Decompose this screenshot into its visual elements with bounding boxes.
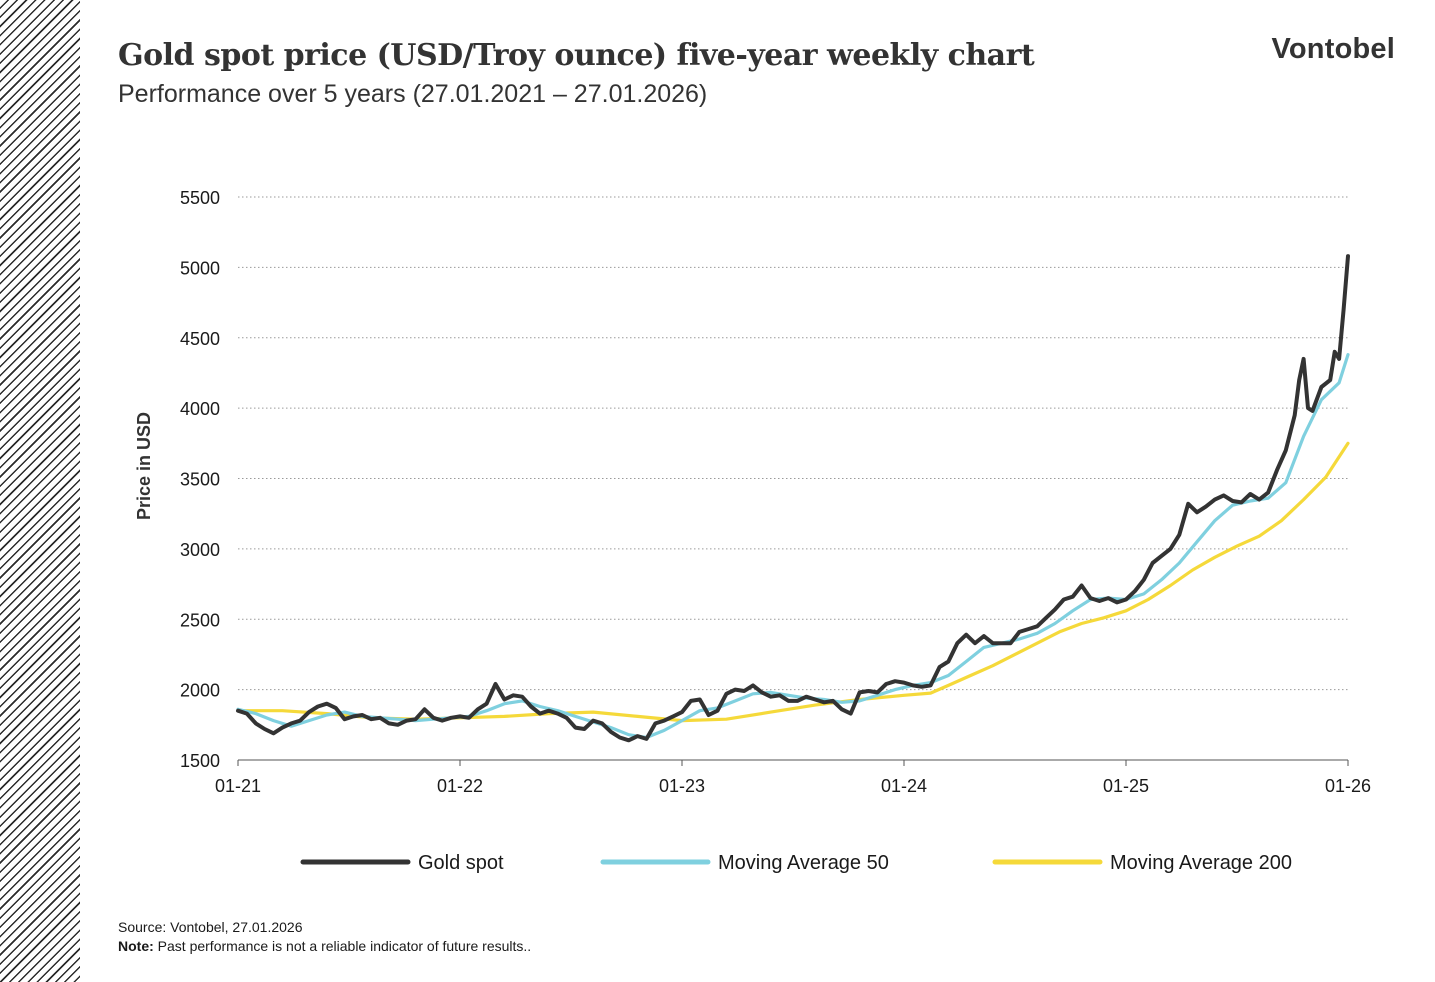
legend-label: Moving Average 50 [718, 852, 889, 874]
y-axis-label: Price in USD [134, 412, 154, 520]
y-tick-label: 5000 [180, 258, 220, 278]
y-tick-label: 1500 [180, 751, 220, 771]
series-line-moving-average-50 [236, 353, 1350, 740]
legend-item: Moving Average 50 [600, 852, 889, 874]
x-tick-label: 01-23 [659, 776, 705, 796]
x-tick-label: 01-21 [215, 776, 261, 796]
grid-lines [238, 196, 1348, 761]
y-tick-label: 2000 [180, 681, 220, 701]
chart-subtitle: Performance over 5 years (27.01.2021 – 2… [118, 80, 708, 108]
decorative-stripes [0, 0, 80, 982]
series-line-moving-average-200 [236, 441, 1350, 723]
footer: Source: Vontobel, 27.01.2026 Note: Past … [118, 918, 531, 956]
y-tick-label: 3000 [180, 540, 220, 560]
legend-item: Gold spot [300, 852, 504, 874]
chart-title: Gold spot price (USD/Troy ounce) five-ye… [118, 38, 1035, 73]
x-tick-label: 01-26 [1325, 776, 1371, 796]
source-note: Source: Vontobel, 27.01.2026 [118, 919, 303, 935]
series-lines [236, 254, 1350, 743]
x-tick-label: 01-25 [1103, 776, 1149, 796]
brand-logo: Vontobel [1271, 33, 1395, 65]
x-tick-label: 01-22 [437, 776, 483, 796]
note-label: Note: [118, 938, 154, 954]
disclaimer: Note: Past performance is not a reliable… [118, 937, 531, 956]
x-axis-ticks: 01-21 01-22 01-23 01-24 01-25 01-26 [215, 760, 1371, 796]
series-line-gold-spot [236, 254, 1350, 743]
legend-label: Gold spot [418, 852, 504, 874]
y-tick-label: 2500 [180, 610, 220, 630]
y-tick-label: 4000 [180, 399, 220, 419]
y-tick-label: 3500 [180, 470, 220, 490]
y-tick-label: 4500 [180, 329, 220, 349]
y-axis-ticks: 1500 2000 2500 3000 3500 4000 4500 5000 5500 [180, 188, 220, 771]
legend: Gold spot Moving Average 50 Moving Average… [300, 852, 1292, 874]
legend-label: Moving Average 200 [1110, 852, 1292, 874]
note-text: Past performance is not a reliable indic… [153, 938, 532, 954]
legend-item: Moving Average 200 [992, 852, 1292, 874]
x-tick-label: 01-24 [881, 776, 927, 796]
y-tick-label: 5500 [180, 188, 220, 208]
